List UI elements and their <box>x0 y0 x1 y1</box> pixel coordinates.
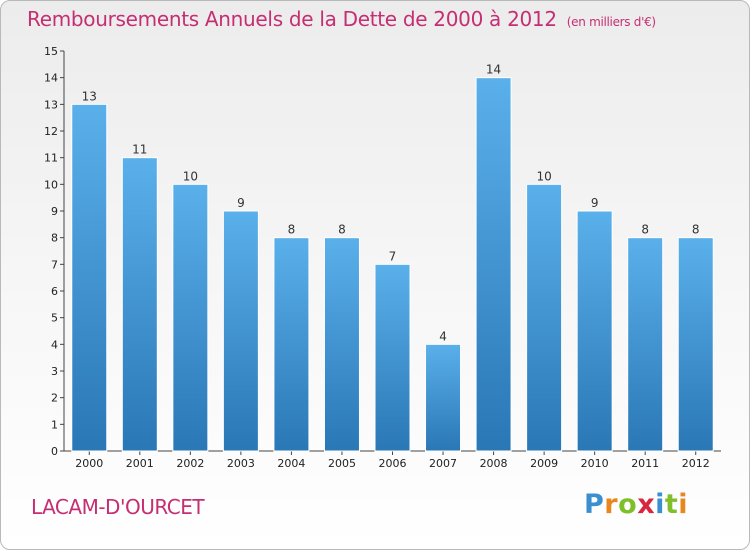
y-tick-label: 4 <box>51 338 58 351</box>
data-label: 13 <box>82 89 97 103</box>
data-label: 8 <box>641 223 649 237</box>
x-tick-label: 2010 <box>581 457 609 470</box>
bar <box>475 77 512 452</box>
x-tick-label: 2012 <box>682 457 710 470</box>
logo-letter: t <box>664 489 679 520</box>
logo-letter: o <box>618 489 638 520</box>
x-tick-label: 2006 <box>379 457 407 470</box>
bar <box>576 210 613 452</box>
x-tick-label: 2008 <box>480 457 508 470</box>
x-tick-label: 2001 <box>126 457 154 470</box>
data-label: 8 <box>288 223 296 237</box>
x-tick-label: 2007 <box>429 457 457 470</box>
y-tick-label: 14 <box>44 72 58 85</box>
data-label: 8 <box>692 223 700 237</box>
commune-name: LACAM-D'OURCET <box>31 495 205 519</box>
y-tick-label: 0 <box>51 445 58 458</box>
x-tick-label: 2002 <box>176 457 204 470</box>
logo-letter: i <box>678 489 689 520</box>
y-tick-label: 13 <box>44 98 58 111</box>
y-tick-label: 3 <box>51 365 58 378</box>
y-tick-label: 7 <box>51 258 58 271</box>
y-tick-label: 10 <box>44 178 58 191</box>
logo-letter: i <box>655 489 665 520</box>
y-tick-label: 2 <box>51 392 58 405</box>
logo-letter: r <box>604 489 619 520</box>
data-label: 9 <box>237 196 245 210</box>
bar <box>677 237 714 452</box>
bar <box>222 210 259 452</box>
y-tick-label: 15 <box>44 45 58 58</box>
data-label: 7 <box>389 249 397 263</box>
bar <box>172 183 209 452</box>
bar <box>374 263 411 452</box>
data-label: 10 <box>536 169 551 183</box>
bar <box>121 157 158 452</box>
y-tick-label: 12 <box>44 125 58 138</box>
bar <box>425 343 462 452</box>
y-tick-label: 1 <box>51 418 58 431</box>
x-tick-label: 2004 <box>277 457 305 470</box>
x-tick-label: 2000 <box>75 457 103 470</box>
bar <box>526 183 563 452</box>
x-tick-label: 2003 <box>227 457 255 470</box>
data-label: 10 <box>183 169 198 183</box>
bar <box>71 103 108 452</box>
chart-title: Remboursements Annuels de la Dette de 20… <box>27 7 656 31</box>
data-label: 14 <box>486 63 501 77</box>
data-label: 8 <box>338 223 346 237</box>
logo-letter: x <box>637 489 656 520</box>
logo-letter: P <box>584 489 605 520</box>
y-tick-label: 9 <box>51 205 58 218</box>
bar <box>273 237 310 452</box>
bar <box>323 237 360 452</box>
proxiti-logo: Proxiti <box>584 489 688 520</box>
x-tick-label: 2009 <box>530 457 558 470</box>
data-label: 9 <box>591 196 599 210</box>
y-tick-label: 6 <box>51 285 58 298</box>
data-label: 11 <box>132 143 147 157</box>
y-tick-label: 8 <box>51 232 58 245</box>
y-tick-label: 5 <box>51 312 58 325</box>
x-tick-label: 2005 <box>328 457 356 470</box>
bar <box>627 237 664 452</box>
x-tick-label: 2011 <box>631 457 659 470</box>
y-tick-label: 11 <box>44 152 58 165</box>
data-label: 4 <box>439 329 447 343</box>
chart-unit: (en milliers d'€) <box>566 15 656 29</box>
